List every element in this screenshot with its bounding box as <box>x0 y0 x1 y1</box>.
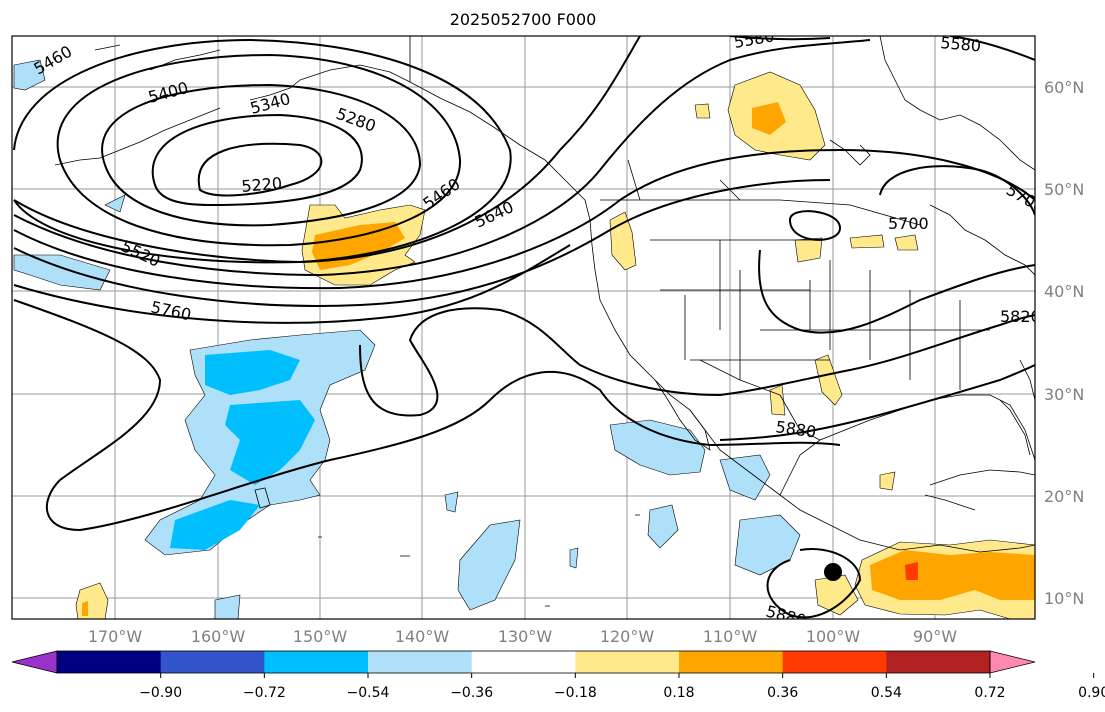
latitude-tick-label: 60°N <box>1044 78 1084 97</box>
colorbar-swatch <box>575 651 680 673</box>
colorbar-swatch <box>368 651 473 673</box>
colorbar-tick-label: 0.54 <box>871 685 902 701</box>
longitude-tick-label: 90°W <box>913 627 957 646</box>
colorbar-extend-low <box>11 650 58 674</box>
longitude-tick-label: 110°W <box>703 627 758 646</box>
colorbar-swatch <box>886 651 991 673</box>
colorbar-swatch <box>57 651 162 673</box>
map-title: 2025052700 F000 <box>449 10 597 29</box>
longitude-tick-label: 170°W <box>88 627 143 646</box>
colorbar-swatch <box>782 651 887 673</box>
colorbar-swatch <box>471 651 576 673</box>
longitude-labels: 170°W 160°W 150°W 140°W 130°W 120°W 110°W 100°W… <box>88 627 957 646</box>
latitude-tick-label: 40°N <box>1044 282 1084 301</box>
height-contours <box>13 36 1035 619</box>
colorbar-swatch <box>264 651 369 673</box>
colorbar-tick-label: −0.72 <box>243 685 286 701</box>
latitude-tick-label: 50°N <box>1044 180 1084 199</box>
latitude-tick-label: 10°N <box>1044 589 1084 608</box>
longitude-tick-label: 160°W <box>191 627 246 646</box>
map-border <box>11 35 1036 620</box>
colorbar-tick-label: 0.36 <box>767 685 798 701</box>
latitude-tick-label: 30°N <box>1044 385 1084 404</box>
longitude-tick-label: 120°W <box>600 627 655 646</box>
colorbar-swatch <box>679 651 784 673</box>
contour-label: 5220 <box>241 174 283 196</box>
longitude-tick-label: 130°W <box>498 627 553 646</box>
colorbar-swatch <box>160 651 265 673</box>
colorbar-extend-high <box>989 650 1036 674</box>
contour-label: 5820 <box>1000 307 1041 326</box>
longitude-tick-label: 150°W <box>293 627 348 646</box>
longitude-tick-label: 140°W <box>395 627 450 646</box>
colorbar-tick-label: −0.54 <box>347 685 390 701</box>
contour-label: 5580 <box>940 33 982 55</box>
colorbar-tick-label: −0.36 <box>450 685 493 701</box>
latitude-tick-label: 20°N <box>1044 487 1084 506</box>
longitude-tick-label: 100°W <box>806 627 861 646</box>
colorbar-tick-label: 0.72 <box>974 685 1005 701</box>
colorbar-tick-label: −0.90 <box>139 685 182 701</box>
positive-anomaly-areas <box>75 71 1035 619</box>
contour-label: 5700 <box>888 214 929 233</box>
storm-marker <box>824 563 842 581</box>
map-gridlines <box>12 36 1035 619</box>
colorbar-tick-label: 0.18 <box>663 685 694 701</box>
latitude-labels: 60°N 50°N 40°N 30°N 20°N 10°N <box>1044 78 1084 608</box>
colorbar: −0.90 −0.72 −0.54 −0.36 −0.18 0.18 0.36 0.54 0.7… <box>11 650 1105 701</box>
colorbar-tick-label: 0.90 <box>1078 685 1105 701</box>
colorbar-tick-label: −0.18 <box>554 685 597 701</box>
